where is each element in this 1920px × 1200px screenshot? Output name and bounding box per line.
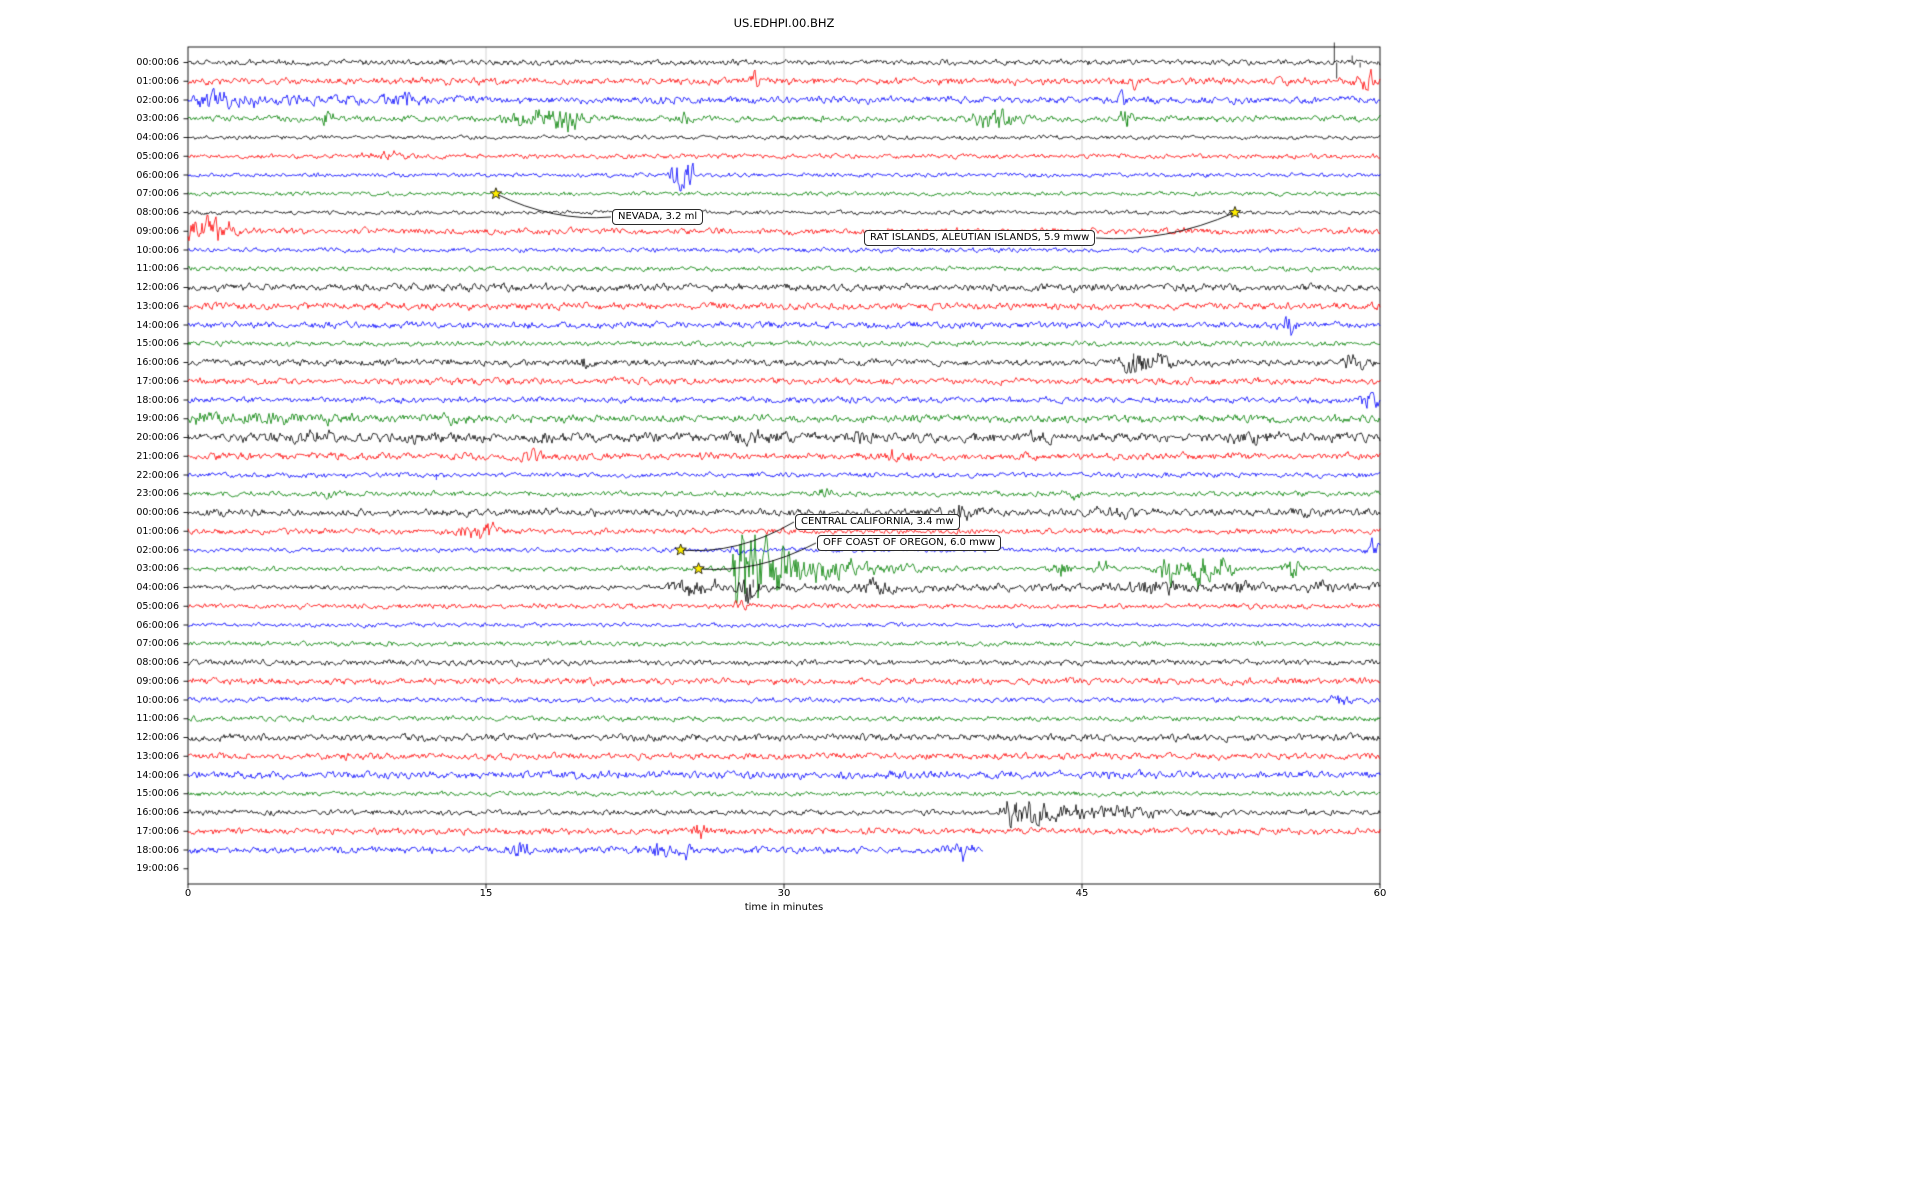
y-tick-label: 01:00:06 (136, 525, 179, 537)
y-tick-label: 01:00:06 (136, 75, 179, 87)
y-tick-label: 15:00:06 (136, 338, 179, 350)
y-tick-label: 14:00:06 (136, 769, 179, 781)
y-tick-label: 23:00:06 (136, 488, 179, 500)
y-tick-label: 17:00:06 (136, 375, 179, 387)
y-tick-label: 10:00:06 (136, 694, 179, 706)
x-tick-label-0: 0 (184, 888, 192, 899)
y-tick-label: 19:00:06 (136, 413, 179, 425)
x-tick-label-45: 45 (1075, 888, 1089, 899)
y-tick-label: 09:00:06 (136, 675, 179, 687)
y-tick-label: 11:00:06 (136, 713, 179, 725)
y-tick-label: 05:00:06 (136, 600, 179, 612)
y-tick-label: 05:00:06 (136, 150, 179, 162)
y-tick-label: 10:00:06 (136, 244, 179, 256)
y-tick-label: 19:00:06 (136, 863, 179, 875)
y-tick-label: 15:00:06 (136, 788, 179, 800)
y-tick-label: 18:00:06 (136, 844, 179, 856)
y-tick-label: 21:00:06 (136, 450, 179, 462)
y-tick-label: 09:00:06 (136, 225, 179, 237)
y-tick-label: 12:00:06 (136, 282, 179, 293)
y-tick-label: 16:00:06 (136, 357, 179, 368)
event-annotation-rat-islands: RAT ISLANDS, ALEUTIAN ISLANDS, 5.9 mww (864, 230, 1096, 246)
y-tick-label: 00:00:06 (136, 507, 179, 518)
event-annotation-off-coast-oregon: OFF COAST OF OREGON, 6.0 mww (817, 535, 1002, 551)
y-tick-label: 20:00:06 (136, 432, 179, 443)
event-annotation-central-california: CENTRAL CALIFORNIA, 3.4 mw (795, 514, 960, 530)
y-tick-label: 02:00:06 (136, 544, 179, 556)
x-tick-label-30: 30 (777, 888, 791, 899)
y-tick-label: 04:00:06 (136, 132, 179, 143)
y-tick-label: 08:00:06 (136, 657, 179, 668)
y-tick-label: 14:00:06 (136, 319, 179, 331)
y-tick-label: 17:00:06 (136, 825, 179, 837)
y-tick-label: 07:00:06 (136, 188, 179, 200)
event-annotation-nevada: NEVADA, 3.2 ml (612, 209, 704, 225)
y-tick-label: 06:00:06 (136, 169, 179, 181)
y-tick-label: 02:00:06 (136, 94, 179, 106)
y-tick-label: 06:00:06 (136, 619, 179, 631)
y-tick-label: 12:00:06 (136, 732, 179, 743)
x-tick-label-15: 15 (479, 888, 493, 899)
y-tick-label: 13:00:06 (136, 750, 179, 762)
y-tick-label: 18:00:06 (136, 394, 179, 406)
y-tick-label: 16:00:06 (136, 807, 179, 818)
plot-title: US.EDHPI.00.BHZ (733, 16, 835, 30)
y-tick-label: 08:00:06 (136, 207, 179, 218)
y-tick-label: 03:00:06 (136, 113, 179, 125)
y-tick-label: 04:00:06 (136, 582, 179, 593)
y-tick-label: 00:00:06 (136, 57, 179, 68)
y-tick-label: 13:00:06 (136, 300, 179, 312)
y-tick-label: 03:00:06 (136, 563, 179, 575)
y-tick-label: 11:00:06 (136, 263, 179, 275)
x-axis-label: time in minutes (744, 902, 824, 913)
y-tick-label: 22:00:06 (136, 469, 179, 481)
x-tick-label-60: 60 (1373, 888, 1387, 899)
y-tick-label: 07:00:06 (136, 638, 179, 650)
